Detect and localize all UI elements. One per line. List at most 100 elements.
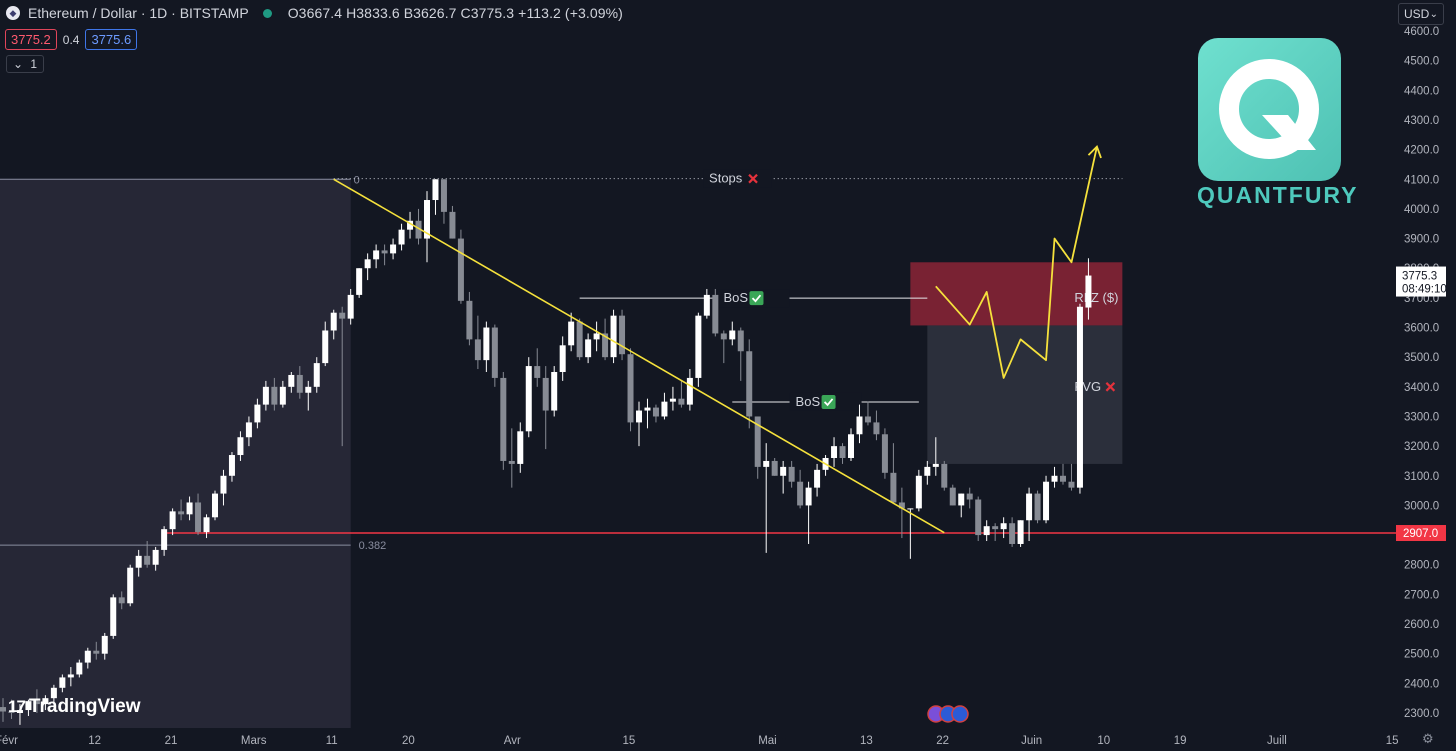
candle-body <box>271 386 278 405</box>
candle-body <box>898 502 905 509</box>
time-tick-label: 15 <box>1386 735 1399 747</box>
candle-body <box>568 321 575 346</box>
order-panel: 3775.2 0.4 3775.6 <box>5 29 138 50</box>
candle-body <box>966 493 973 500</box>
sell-price-button[interactable]: 3775.2 <box>5 29 57 50</box>
candle-body <box>449 211 456 239</box>
x-mark-icon <box>1105 382 1116 392</box>
candle-body <box>313 363 320 387</box>
candle-body <box>169 511 176 530</box>
tradingview-watermark: 17 TradingView <box>8 696 141 718</box>
price-tick-label: 2500.0 <box>1404 649 1439 661</box>
candle-body <box>457 238 464 301</box>
price-tick-label: 4600.0 <box>1404 26 1439 38</box>
candle-body <box>1026 493 1033 521</box>
price-tick-label: 3500.0 <box>1404 352 1439 364</box>
spread-value: 0.4 <box>62 32 80 47</box>
candle-body <box>610 315 617 358</box>
quantfury-q-icon <box>1198 38 1341 181</box>
candle-body <box>864 416 871 423</box>
candle-body <box>915 475 922 509</box>
price-tick-label: 3600.0 <box>1404 323 1439 335</box>
time-tick-label: Avr <box>504 735 521 747</box>
candle-body <box>364 259 371 269</box>
candle-body <box>780 466 787 476</box>
rlz-label: RLZ ($) <box>1074 290 1118 305</box>
projection-path <box>935 146 1098 379</box>
candle-body <box>1051 475 1058 482</box>
candle-body <box>237 437 244 456</box>
time-tick-label: 13 <box>860 735 873 747</box>
candle-body <box>144 555 151 565</box>
currency-select[interactable]: USD ⌄ <box>1398 3 1444 25</box>
candle-body <box>135 555 142 568</box>
candle-body <box>881 434 888 473</box>
candle-body <box>245 422 252 438</box>
candle-body <box>228 455 235 476</box>
candle-body <box>712 294 719 334</box>
candle-body <box>1000 523 1007 530</box>
time-tick-label: 11 <box>326 735 338 747</box>
candle-body <box>602 333 609 358</box>
stops-label-bg <box>703 169 772 188</box>
price-tick-label: 3900.0 <box>1404 234 1439 246</box>
candle-body <box>1068 481 1075 488</box>
check-mark-stroke <box>751 294 762 303</box>
candle-body <box>432 179 439 201</box>
candle-body <box>1009 523 1016 544</box>
chevron-down-icon: ⌄ <box>13 57 24 71</box>
price-tick-label: 2800.0 <box>1404 560 1439 572</box>
candle-body <box>407 220 414 230</box>
candle-body <box>347 294 354 319</box>
candle-body <box>839 446 846 458</box>
candle-body <box>186 502 193 515</box>
candle-body <box>534 366 541 378</box>
time-tick-label: 20 <box>402 735 415 747</box>
candle-body <box>203 517 210 533</box>
candle-body <box>941 463 948 488</box>
candle-body <box>771 460 778 476</box>
candle-body <box>1043 481 1050 521</box>
candle-body <box>695 315 702 378</box>
chevron-down-icon: ⌄ <box>1429 8 1438 20</box>
fib-0382-label: 0.382 <box>359 540 387 552</box>
candle-body <box>8 711 15 713</box>
candle-body <box>652 407 659 417</box>
candle-body <box>491 327 498 378</box>
candle-body <box>975 499 982 536</box>
gear-icon[interactable]: ⚙ <box>1422 731 1434 746</box>
candle-body <box>1060 475 1066 482</box>
candle-body <box>84 650 91 663</box>
bos-label: BoS <box>796 394 821 409</box>
candle-body <box>797 481 804 506</box>
candle-body <box>703 294 710 316</box>
candle-body <box>373 250 380 260</box>
candle-body <box>1017 520 1024 544</box>
price-tick-label: 2600.0 <box>1404 619 1439 631</box>
buy-price-button[interactable]: 3775.6 <box>85 29 138 50</box>
price-tick-label: 3400.0 <box>1404 382 1439 394</box>
candle-body <box>424 200 430 239</box>
candle-body <box>305 386 312 393</box>
market-status-icon <box>262 8 272 18</box>
candle-body <box>856 416 863 435</box>
candle-body <box>737 330 744 352</box>
ohlc-values: O3667.4 H3833.6 B3626.7 C3775.3 +113.2 (… <box>287 5 623 21</box>
check-mark-icon <box>821 394 836 409</box>
time-tick-label: 22 <box>936 735 949 747</box>
candle-body <box>50 687 57 699</box>
time-tick-label: 21 <box>165 735 178 747</box>
candle-body <box>805 487 812 506</box>
candle-body <box>890 472 897 503</box>
last-price-tag <box>1396 266 1446 297</box>
indicator-toggle-button[interactable]: ⌄ 1 <box>6 55 45 73</box>
candle-body <box>110 597 117 636</box>
candle-body <box>474 339 481 361</box>
last-price-label: 3775.3 <box>1402 271 1437 283</box>
level-price-tag <box>1396 525 1446 542</box>
symbol-title[interactable]: Ethereum / Dollar · 1D · BITSTAMP <box>28 5 249 21</box>
candle-body <box>669 398 676 402</box>
projection-arrowhead <box>1087 145 1102 159</box>
candle-body <box>661 401 668 417</box>
